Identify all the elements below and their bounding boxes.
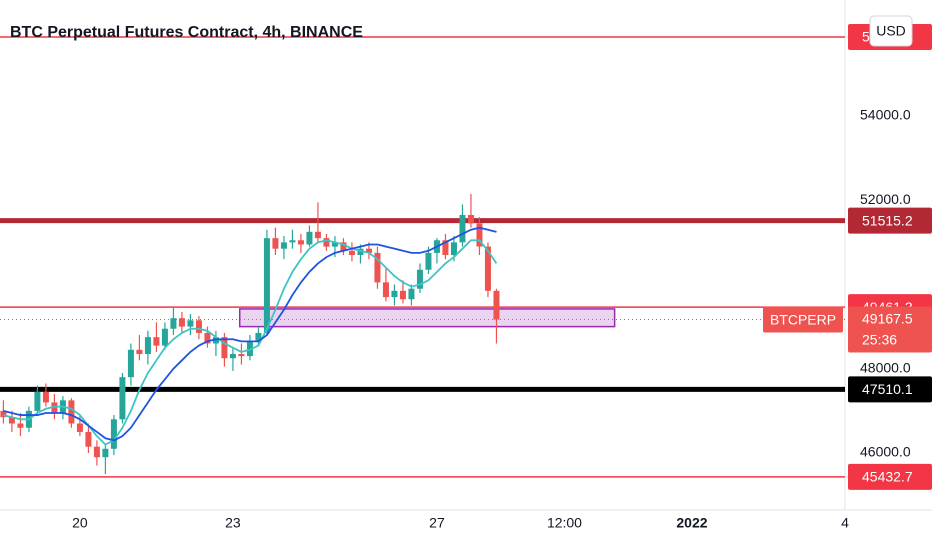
candle-body [221, 337, 228, 359]
current-price-box [848, 306, 932, 353]
candle-body [408, 288, 415, 300]
currency-button[interactable]: USD [876, 23, 906, 39]
candle-body [42, 391, 49, 403]
candle-body [425, 252, 432, 270]
y-tick-label: 46000.0 [860, 444, 911, 460]
x-tick-label: 12:00 [547, 515, 582, 531]
candle-body [110, 419, 117, 449]
y-tick-label: 48000.0 [860, 359, 911, 375]
candle-body [51, 402, 58, 413]
candle-body [34, 391, 41, 411]
candle-body [68, 400, 75, 424]
candle-body [323, 238, 330, 247]
candle-body [399, 290, 406, 300]
level-label-box [848, 463, 932, 490]
candle-body [246, 341, 253, 357]
x-tick-label: 20 [72, 515, 88, 531]
moving-average-line [3, 226, 497, 442]
candle-body [365, 248, 372, 253]
candle-body [85, 431, 92, 447]
candle-body [289, 240, 296, 243]
x-tick-label: 2022 [676, 515, 707, 531]
candle-body [374, 252, 381, 283]
candle-body [416, 269, 423, 289]
candle-body [467, 214, 474, 224]
candle-body [204, 332, 211, 344]
candle-body [76, 423, 83, 432]
candle-body [17, 423, 24, 428]
candle-body [280, 242, 287, 249]
symbol-tag-box [763, 306, 843, 333]
candle-body [297, 240, 304, 245]
candle-body [382, 282, 389, 298]
candle-body [391, 290, 398, 298]
candle-body [459, 214, 466, 243]
level-label: 47510.1 [862, 381, 913, 397]
candle-body [229, 354, 236, 359]
candle-body [0, 410, 7, 418]
candle-body [450, 242, 457, 255]
candle-body [272, 238, 279, 249]
candle-body [340, 242, 347, 251]
candle-body [442, 240, 449, 255]
level-label: 51515.2 [862, 212, 913, 228]
candle-body [493, 290, 500, 320]
y-tick-label: 54000.0 [860, 107, 911, 123]
x-tick-label: 4 [841, 515, 849, 531]
candle-body [127, 349, 134, 378]
candle-body [255, 332, 262, 342]
level-label-box [848, 207, 932, 234]
candle-body [8, 417, 15, 424]
level-label-box [848, 376, 932, 403]
candle-body [484, 246, 491, 291]
candle-body [476, 223, 483, 247]
candle-body [187, 320, 194, 327]
candle-body [331, 242, 338, 247]
candle-body [348, 250, 355, 255]
y-tick-label: 52000.0 [860, 191, 911, 207]
moving-average-line [3, 239, 498, 446]
x-tick-label: 23 [225, 515, 241, 531]
x-tick-label: 27 [429, 515, 445, 531]
candle-body [195, 320, 202, 333]
candle-body [178, 318, 185, 327]
current-price-label: 49167.5 [862, 310, 913, 326]
symbol-tag: BTCPERP [770, 311, 836, 327]
candle-body [238, 354, 245, 357]
countdown: 25:36 [862, 331, 897, 347]
candle-body [170, 318, 177, 329]
candle-body [161, 328, 168, 346]
candle-body [314, 231, 321, 239]
candle-body [144, 337, 151, 355]
candle-body [153, 337, 160, 346]
candle-body [357, 248, 364, 255]
candle-body [119, 377, 126, 420]
level-label: 45432.7 [862, 469, 913, 485]
candle-body [212, 337, 219, 344]
currency-button-box[interactable] [869, 15, 913, 47]
candle-body [263, 238, 270, 333]
candle-body [93, 446, 100, 458]
candle-body [136, 349, 143, 355]
zone [238, 308, 616, 328]
candle-body [306, 231, 313, 245]
candle-body [102, 448, 109, 458]
chart-title: BTC Perpetual Futures Contract, 4h, BINA… [10, 24, 363, 41]
